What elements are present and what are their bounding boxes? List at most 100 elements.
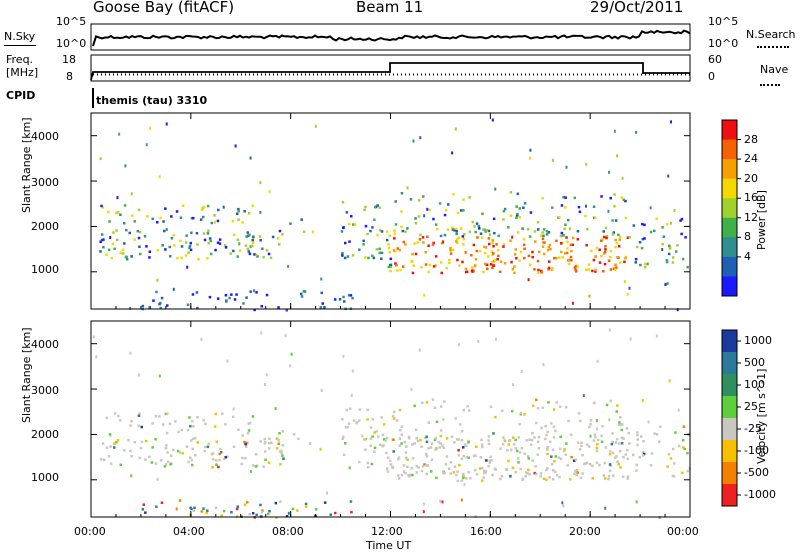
echo-cell [615, 455, 618, 458]
echo-cell [590, 249, 593, 253]
echo-cell [456, 479, 459, 483]
echo-cell [426, 207, 429, 211]
echo-cell [516, 192, 520, 196]
echo-cell [641, 454, 645, 457]
echo-cell [214, 248, 217, 252]
echo-cell [207, 229, 210, 232]
echo-cell [173, 244, 176, 247]
echo-cell [161, 423, 165, 426]
echo-cell [267, 461, 271, 465]
echo-cell [415, 437, 418, 440]
echo-cell [202, 418, 205, 422]
echo-cell [439, 499, 442, 503]
echo-cell [566, 240, 569, 244]
echo-cell [168, 245, 171, 249]
echo-cell [470, 270, 474, 273]
echo-cell [480, 236, 484, 239]
echo-cell [604, 506, 607, 510]
echo-cell [578, 448, 582, 451]
panel2-ytick-4000: 4000 [31, 338, 59, 351]
nsearch-label: N.Search [746, 28, 796, 41]
echo-cell [511, 235, 514, 239]
echo-cell [400, 442, 403, 445]
echo-cell [584, 214, 587, 218]
echo-cell [366, 232, 369, 236]
echo-cell [554, 470, 557, 474]
echo-cell [635, 500, 638, 504]
echo-cell [383, 438, 386, 441]
echo-cell [253, 289, 256, 293]
echo-cell [392, 249, 396, 252]
echo-cell [185, 234, 188, 237]
echo-cell [302, 290, 306, 293]
echo-cell [395, 263, 398, 267]
echo-cell [406, 458, 409, 461]
noise-left-tick-bottom: 10^0 [56, 37, 87, 50]
echo-cell [231, 220, 235, 223]
echo-cell [550, 422, 553, 425]
echo-cell [196, 441, 199, 444]
echo-cell [570, 249, 573, 253]
echo-cell [674, 431, 677, 434]
echo-cell [236, 212, 239, 215]
echo-cell [609, 268, 613, 271]
echo-cell [624, 199, 627, 203]
echo-cell [113, 442, 116, 445]
echo-cell [522, 206, 525, 209]
echo-cell [402, 464, 406, 467]
echo-cell [627, 431, 630, 435]
echo-cell [543, 252, 546, 256]
echo-cell [433, 438, 437, 442]
echo-cell [314, 124, 317, 128]
echo-cell [543, 241, 546, 244]
echo-cell [124, 164, 127, 168]
echo-cell [398, 477, 401, 480]
echo-cell [536, 259, 540, 263]
echo-cell [156, 477, 159, 481]
echo-cell [438, 446, 441, 449]
echo-cell [445, 208, 448, 212]
echo-cell [218, 242, 222, 245]
echo-cell [665, 223, 669, 226]
echo-cell [670, 120, 672, 124]
echo-cell [636, 431, 639, 434]
echo-cell [510, 260, 513, 264]
echo-cell [420, 445, 423, 449]
echo-cell [589, 434, 592, 438]
echo-cell [378, 206, 381, 209]
velocity-panel-frame [90, 320, 691, 518]
echo-cell [668, 244, 671, 248]
echo-cell [527, 278, 530, 282]
echo-cell [558, 216, 561, 219]
echo-cell [219, 447, 222, 451]
echo-cell [384, 439, 387, 442]
echo-cell [529, 148, 532, 152]
echo-cell [507, 226, 510, 229]
echo-cell [125, 258, 129, 261]
echo-cell [575, 469, 579, 472]
echo-cell [320, 389, 323, 393]
echo-cell [449, 461, 453, 464]
echo-cell [455, 438, 459, 441]
echo-cell [602, 474, 605, 477]
echo-cell [622, 198, 625, 202]
echo-cell [291, 507, 295, 511]
echo-cell [323, 501, 327, 504]
echo-cell [417, 466, 420, 469]
echo-cell [480, 479, 484, 482]
echo-cell [376, 204, 379, 207]
echo-cell [545, 468, 548, 472]
echo-cell [407, 435, 411, 439]
echo-cell [398, 444, 401, 447]
echo-cell [166, 412, 169, 415]
echo-cell [343, 300, 346, 303]
echo-cell [476, 236, 479, 239]
echo-cell [166, 304, 169, 307]
echo-cell [494, 187, 497, 191]
echo-cell [352, 419, 356, 422]
echo-cell [503, 262, 507, 265]
echo-cell [207, 241, 210, 245]
echo-cell [646, 262, 649, 266]
echo-cell [520, 447, 524, 450]
echo-cell [681, 257, 685, 261]
